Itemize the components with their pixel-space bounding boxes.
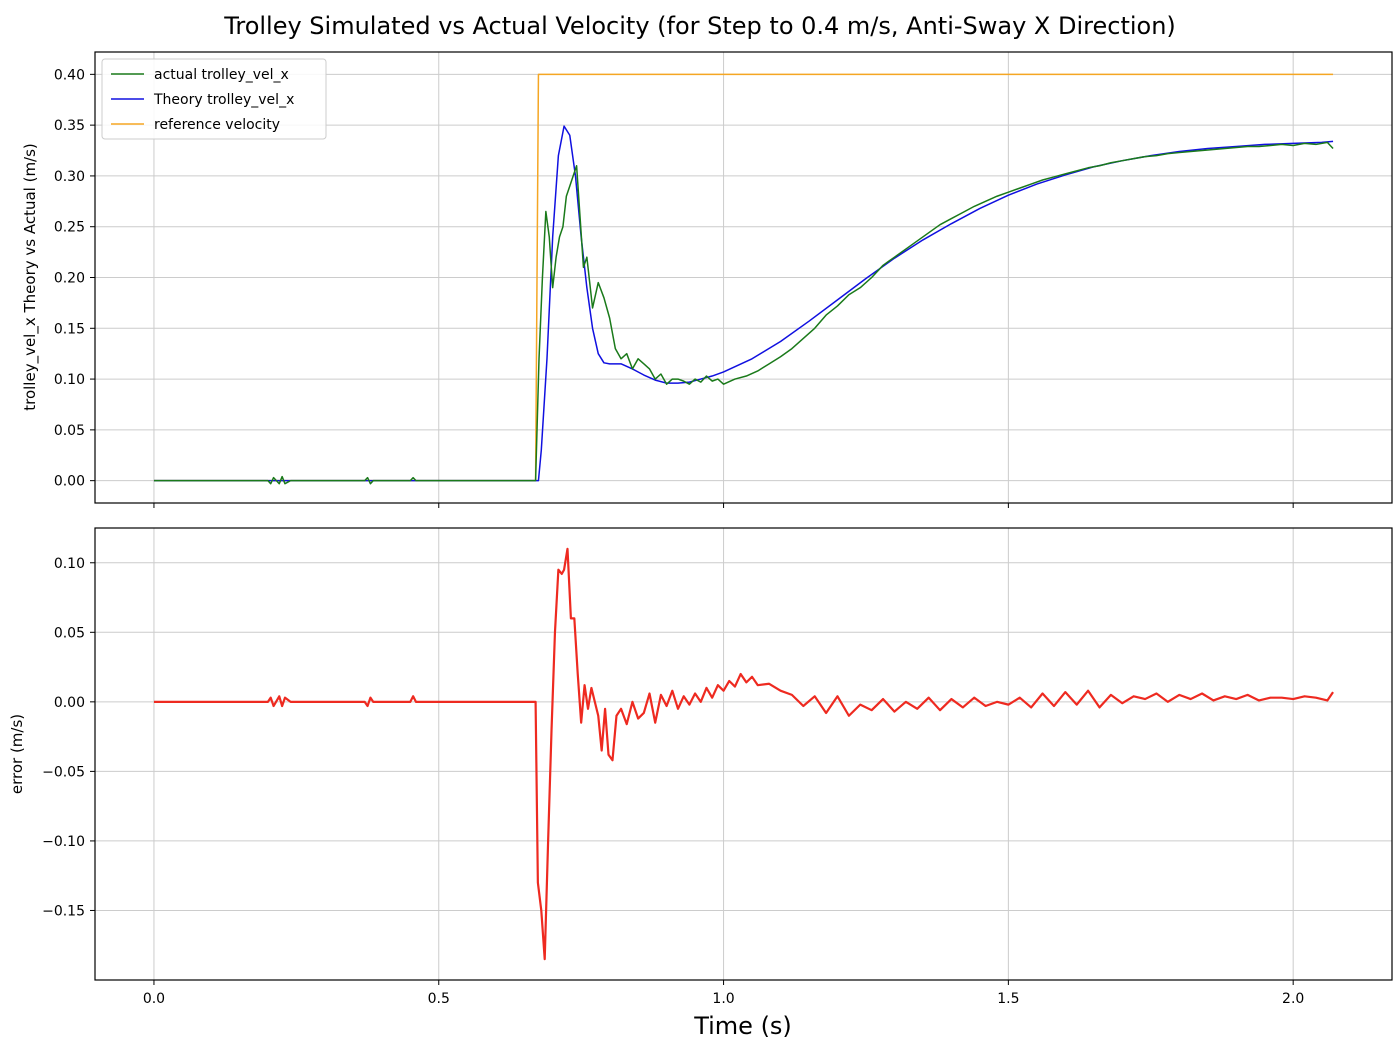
legend-label: reference velocity [154, 117, 280, 133]
velocity-y-tick-label: 0.35 [54, 118, 85, 134]
error-y-tick-label: 0.05 [54, 625, 85, 641]
error-y-tick-label: 0.10 [54, 556, 85, 572]
velocity-y-tick-label: 0.30 [54, 169, 85, 185]
velocity-y-tick-label: 0.25 [54, 220, 85, 236]
velocity-plot: 0.00 0.05 0.10 0.15 0.20 0.25 0.30 0.35 0.40 tro… [21, 51, 1393, 508]
error-y-axis-label: error (m/s) [8, 714, 26, 794]
x-tick-label: 0.5 [428, 991, 450, 1007]
error-y-tick-label: 0.00 [54, 695, 85, 711]
velocity-y-tick-label: 0.10 [54, 372, 85, 388]
error-plot-ticks: 0.0 0.5 1.0 1.5 2.0 −0.15 −0.10 −0.05 0.00 0.05 0.… [42, 556, 1304, 1007]
legend-label: actual trolley_vel_x [154, 67, 289, 83]
error-plot-grid [95, 528, 1392, 980]
velocity-y-tick-label: 0.20 [54, 271, 85, 287]
velocity-y-tick-label: 0.05 [54, 423, 85, 439]
error-plot-frame [95, 528, 1392, 980]
velocity-plot-lines [153, 73, 1334, 485]
x-tick-label: 2.0 [1282, 991, 1304, 1007]
figure-title: Trolley Simulated vs Actual Velocity (fo… [223, 12, 1176, 40]
legend-label: Theory trolley_vel_x [153, 92, 294, 108]
velocity-plot-ticks: 0.00 0.05 0.10 0.15 0.20 0.25 0.30 0.35 0.40 [54, 67, 1294, 508]
velocity-plot-legend: actual trolley_vel_x Theory trolley_vel_x… [101, 58, 327, 140]
x-axis-label: Time (s) [693, 1012, 792, 1040]
velocity-y-tick-label: 0.00 [54, 474, 85, 490]
error-y-tick-label: −0.05 [42, 764, 85, 780]
x-tick-label: 0.0 [143, 991, 165, 1007]
legend-box [101, 58, 327, 140]
x-tick-label: 1.5 [997, 991, 1019, 1007]
error-plot-border [94, 527, 1393, 981]
error-plot: 0.0 0.5 1.0 1.5 2.0 −0.15 −0.10 −0.05 0.00 0.05 0.… [8, 527, 1393, 1007]
series-line-error [153, 547, 1334, 961]
error-plot-lines [153, 547, 1334, 961]
velocity-y-tick-label: 0.15 [54, 321, 85, 337]
error-y-tick-label: −0.15 [42, 903, 85, 919]
velocity-y-axis-label: trolley_vel_x Theory vs Actual (m/s) [21, 143, 40, 411]
series-line-actual-trolley-vel-x [153, 141, 1334, 485]
error-y-tick-label: −0.10 [42, 834, 85, 850]
velocity-y-tick-label: 0.40 [54, 67, 85, 83]
x-tick-label: 1.0 [712, 991, 734, 1007]
